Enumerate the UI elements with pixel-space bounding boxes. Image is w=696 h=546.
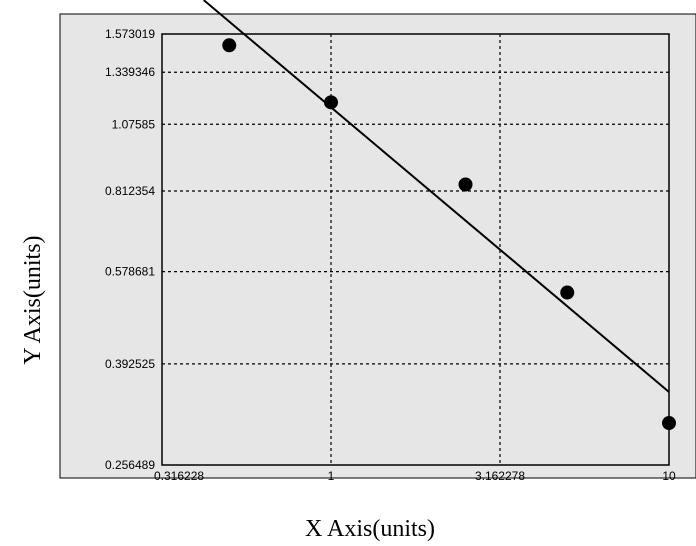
y-tick-label: 0.812354 [105,184,155,198]
y-tick-label: 1.573019 [105,27,155,41]
y-tick-label: 1.339346 [105,65,155,79]
data-point [662,416,676,431]
data-point [560,285,575,300]
y-axis-title: Y Axis(units) [20,235,46,364]
data-point [323,95,338,110]
grid-lines [162,34,669,465]
data-points [222,38,676,431]
fit-line [203,0,670,393]
fit-line-segment [203,0,670,393]
x-tick-label: 1 [328,469,335,483]
x-axis-title: X Axis(units) [305,516,435,542]
x-tick-labels: 0.316228 1 3.162278 10 [154,469,676,483]
y-tick-label: 0.578681 [105,265,155,279]
y-tick-label: 0.256489 [105,458,155,472]
y-tick-label: 1.07585 [112,117,156,131]
x-tick-label: 10 [662,469,676,483]
x-tick-label: 3.162278 [475,469,525,483]
plot-area [161,33,670,466]
y-tick-label: 0.392525 [105,357,155,371]
y-tick-labels: 1.573019 1.339346 1.07585 0.812354 0.578681 0… [105,27,155,472]
x-tick-label: 0.316228 [154,469,204,483]
data-point [222,38,237,53]
data-point [458,177,473,192]
